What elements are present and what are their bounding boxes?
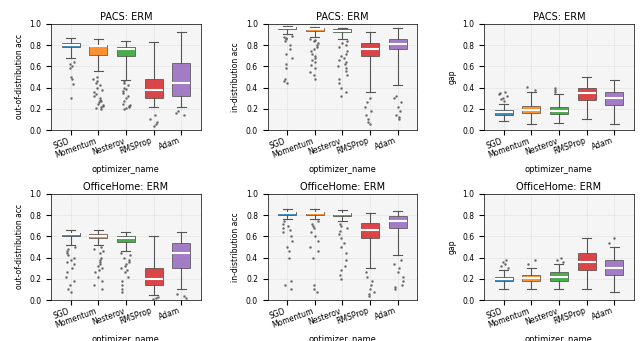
X-axis label: optimizer_name: optimizer_name (308, 335, 376, 341)
PathPatch shape (117, 236, 135, 242)
Y-axis label: gap: gap (448, 240, 457, 254)
PathPatch shape (388, 216, 406, 228)
PathPatch shape (89, 234, 108, 238)
PathPatch shape (333, 213, 351, 216)
PathPatch shape (522, 106, 540, 113)
Title: PACS: ERM: PACS: ERM (532, 12, 585, 22)
PathPatch shape (550, 107, 568, 114)
X-axis label: optimizer_name: optimizer_name (525, 165, 593, 174)
PathPatch shape (361, 223, 379, 238)
PathPatch shape (577, 88, 596, 100)
PathPatch shape (306, 28, 324, 31)
Y-axis label: out-of-distribution acc: out-of-distribution acc (15, 34, 24, 119)
X-axis label: optimizer_name: optimizer_name (525, 335, 593, 341)
Y-axis label: out-of-distribution acc: out-of-distribution acc (15, 205, 24, 290)
PathPatch shape (306, 212, 324, 215)
X-axis label: optimizer_name: optimizer_name (92, 165, 160, 174)
PathPatch shape (577, 253, 596, 270)
X-axis label: optimizer_name: optimizer_name (92, 335, 160, 341)
PathPatch shape (605, 260, 623, 275)
X-axis label: optimizer_name: optimizer_name (308, 165, 376, 174)
PathPatch shape (333, 29, 351, 32)
PathPatch shape (361, 43, 379, 56)
Title: OfficeHome: ERM: OfficeHome: ERM (83, 182, 168, 192)
PathPatch shape (89, 45, 108, 55)
PathPatch shape (145, 79, 163, 98)
Title: OfficeHome: ERM: OfficeHome: ERM (516, 182, 602, 192)
PathPatch shape (117, 47, 135, 56)
PathPatch shape (278, 212, 296, 215)
PathPatch shape (495, 277, 513, 281)
PathPatch shape (172, 243, 190, 268)
PathPatch shape (605, 92, 623, 105)
Title: PACS: ERM: PACS: ERM (316, 12, 369, 22)
PathPatch shape (61, 233, 79, 236)
PathPatch shape (550, 272, 568, 281)
PathPatch shape (278, 27, 296, 29)
Y-axis label: in-distribution acc: in-distribution acc (231, 42, 241, 112)
Y-axis label: gap: gap (448, 70, 457, 84)
PathPatch shape (495, 110, 513, 115)
Title: OfficeHome: ERM: OfficeHome: ERM (300, 182, 385, 192)
Y-axis label: in-distribution acc: in-distribution acc (231, 212, 241, 282)
PathPatch shape (388, 39, 406, 49)
PathPatch shape (61, 43, 79, 47)
PathPatch shape (172, 63, 190, 96)
PathPatch shape (522, 275, 540, 281)
PathPatch shape (145, 268, 163, 285)
Title: PACS: ERM: PACS: ERM (100, 12, 152, 22)
